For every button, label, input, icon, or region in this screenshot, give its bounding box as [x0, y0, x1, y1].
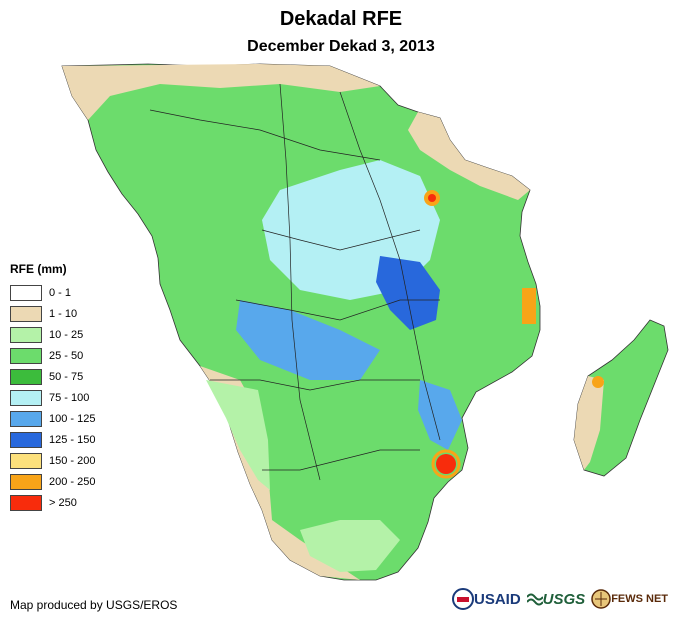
- legend-row: 25 - 50: [10, 345, 130, 366]
- legend-swatch: [10, 389, 42, 406]
- very-wet-zone-zambia: [236, 300, 380, 380]
- legend-label: 100 - 125: [49, 412, 96, 425]
- legend-swatch: [10, 368, 42, 385]
- hotspot-mozambique: [436, 454, 456, 474]
- legend-row: 150 - 200: [10, 450, 130, 471]
- legend-row: 125 - 150: [10, 429, 130, 450]
- legend-swatch: [10, 326, 42, 343]
- dry-zone-namibia: [206, 380, 270, 490]
- agency-logos: USAID USGS FEWS NET: [452, 584, 678, 614]
- fewsnet-logo: FEWS NET: [591, 589, 668, 609]
- usgs-wordmark: USGS: [542, 590, 586, 608]
- legend-row: 100 - 125: [10, 408, 130, 429]
- usgs-logo: USGS: [526, 590, 586, 608]
- legend-label: 10 - 25: [49, 328, 84, 341]
- legend-label: 150 - 200: [49, 454, 96, 467]
- dry-zone-south-africa: [300, 520, 400, 572]
- usaid-wordmark: USAID: [474, 590, 521, 608]
- country-borders: [149, 83, 441, 481]
- hotspot-mozambique-rim: [431, 449, 461, 479]
- legend-swatch: [10, 305, 42, 322]
- map-credit: Map produced by USGS/EROS: [10, 598, 178, 612]
- legend-swatch: [10, 347, 42, 364]
- legend-label: 0 - 1: [49, 286, 72, 299]
- usaid-logo: USAID: [452, 588, 521, 610]
- legend-label: 50 - 75: [49, 370, 84, 383]
- legend-swatch: [10, 431, 42, 448]
- legend-entries: 0 - 1 1 - 10 10 - 25 25 - 50 50 - 75 75 - 100…: [10, 282, 130, 513]
- usgs-wave-icon: [526, 593, 543, 606]
- madagascar-dry-west: [574, 376, 604, 470]
- legend-row: 0 - 1: [10, 282, 130, 303]
- hotspot-ethiopia-core: [428, 194, 436, 202]
- legend-label: 200 - 250: [49, 475, 96, 488]
- legend-row: 75 - 100: [10, 387, 130, 408]
- arid-zone-horn: [408, 112, 530, 200]
- legend-label: > 250: [49, 496, 77, 509]
- map-subtitle: December Dekad 3, 2013: [247, 38, 435, 55]
- legend-swatch: [10, 410, 42, 427]
- very-wet-zone-tanzania: [376, 256, 440, 330]
- legend-row: 200 - 250: [10, 471, 130, 492]
- legend-label: 1 - 10: [49, 307, 78, 320]
- legend-title: RFE (mm): [10, 262, 67, 276]
- map-title: Dekadal RFE: [279, 8, 403, 30]
- legend-label: 125 - 150: [49, 433, 96, 446]
- legend-label: 25 - 50: [49, 349, 84, 362]
- legend-swatch: [10, 452, 42, 469]
- rfe-legend: RFE (mm) 0 - 1 1 - 10 10 - 25 25 - 50 50 - 7…: [10, 262, 130, 513]
- legend-swatch: [10, 473, 42, 490]
- legend-row: 50 - 75: [10, 366, 130, 387]
- fewsnet-wordmark: FEWS NET: [611, 593, 669, 605]
- legend-row: 10 - 25: [10, 324, 130, 345]
- legend-swatch: [10, 494, 42, 511]
- arid-zone-north: [62, 64, 380, 120]
- fewsnet-globe-icon: [591, 589, 611, 609]
- legend-row: > 250: [10, 492, 130, 513]
- legend-label: 75 - 100: [49, 391, 90, 404]
- usaid-seal-icon: [452, 588, 474, 610]
- hotspot-tanzania-coast: [522, 288, 536, 324]
- legend-swatch: [10, 284, 42, 301]
- legend-row: 1 - 10: [10, 303, 130, 324]
- madagascar-hotspot: [592, 376, 604, 388]
